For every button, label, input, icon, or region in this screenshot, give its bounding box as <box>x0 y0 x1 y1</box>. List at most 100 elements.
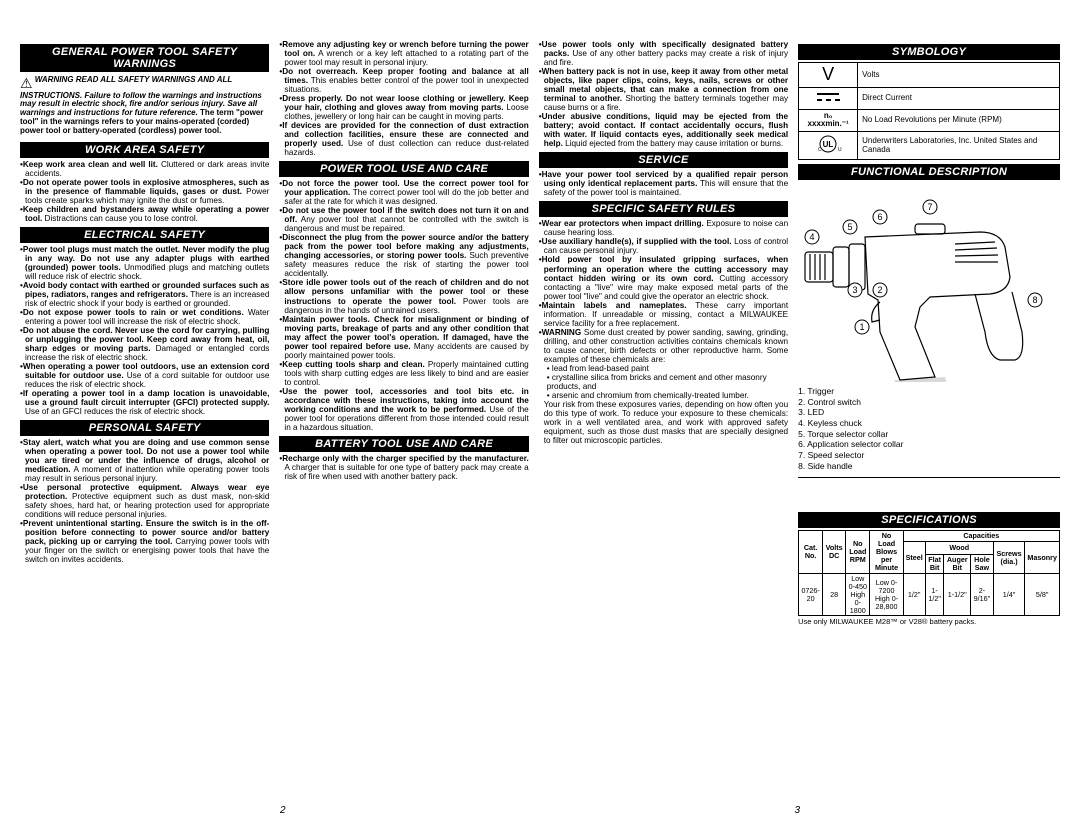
svg-text:UL: UL <box>823 140 834 149</box>
bullet-item: Do not force the power tool. Use the cor… <box>279 179 528 206</box>
heading-specs: SPECIFICATIONS <box>798 512 1060 528</box>
th-wood: Wood <box>925 542 993 555</box>
work-safety-list: Keep work area clean and well lit. Clutt… <box>20 160 269 223</box>
part-item: 3. LED <box>798 407 1060 418</box>
svg-text:3: 3 <box>852 285 857 295</box>
risk-text: Your risk from these exposures varies, d… <box>539 400 788 445</box>
spec-footnote: Use only MILWAUKEE M28™ or V28® battery … <box>798 618 1060 626</box>
battery-care-list: Recharge only with the charger specified… <box>279 454 528 481</box>
manual-page: GENERAL POWER TOOL SAFETY WARNINGS ⚠ WAR… <box>0 0 1080 834</box>
column-4: SYMBOLOGY VVoltsDirect Currentn₀ xxxxmin… <box>798 40 1060 627</box>
electrical-safety-list: Power tool plugs must match the outlet. … <box>20 245 269 416</box>
bullet-item: Maintain labels and nameplates. These ca… <box>539 301 788 328</box>
part-item: 8. Side handle <box>798 461 1060 472</box>
th-mason: Masonry <box>1025 542 1060 574</box>
bullet-item: Stay alert, watch what you are doing and… <box>20 438 269 483</box>
th-flat: Flat Bit <box>925 555 944 574</box>
heading-battery: BATTERY TOOL USE AND CARE <box>279 436 528 452</box>
drill-diagram: 12345678 <box>800 182 1060 382</box>
heading-specific: SPECIFIC SAFETY RULES <box>539 201 788 217</box>
bullet-item: Do not operate power tools in explosive … <box>20 178 269 205</box>
heading-funcdesc: FUNCTIONAL DESCRIPTION <box>798 164 1060 180</box>
svg-text:2: 2 <box>877 285 882 295</box>
part-item: 7. Speed selector <box>798 450 1060 461</box>
td-cat: 0726-20 <box>799 573 823 616</box>
th-rpm: No Load RPM <box>846 531 870 574</box>
bullet-item: Under abusive conditions, liquid may be … <box>539 112 788 148</box>
td-volts: 28 <box>823 573 846 616</box>
bullet-item: Do not overreach. Keep proper footing an… <box>279 67 528 94</box>
battery-care-list-2: Use power tools only with specifically d… <box>539 40 788 148</box>
th-cat: Cat. No. <box>799 531 823 574</box>
symbol-desc: Volts <box>858 63 1060 88</box>
symbol-cell: V <box>799 63 858 88</box>
heading-electrical: ELECTRICAL SAFETY <box>20 227 269 243</box>
bullet-item: Power tool plugs must match the outlet. … <box>20 245 269 281</box>
td-rpm: Low 0-450High 0-1800 <box>846 573 870 616</box>
part-list: 1. Trigger2. Control switch3. LED4. Keyl… <box>798 386 1060 471</box>
warning-box: ⚠ WARNING READ ALL SAFETY WARNINGS AND A… <box>20 74 269 137</box>
part-item: 1. Trigger <box>798 386 1060 397</box>
bullet-item: Have your power tool serviced by a quali… <box>539 170 788 197</box>
symbol-desc: No Load Revolutions per Minute (RPM) <box>858 109 1060 132</box>
bullet-item: Use personal protective equipment. Alway… <box>20 483 269 519</box>
chemical-sublist: lead from lead-based paintcrystalline si… <box>539 364 788 400</box>
th-hole: Hole Saw <box>971 555 994 574</box>
svg-text:US: US <box>838 147 842 153</box>
column-layout: GENERAL POWER TOOL SAFETY WARNINGS ⚠ WAR… <box>20 40 1060 627</box>
column-2: Remove any adjusting key or wrench befor… <box>279 40 528 627</box>
th-screw: Screws (dia.) <box>993 542 1025 574</box>
bullet-item: Keep children and bystanders away while … <box>20 205 269 223</box>
svg-text:7: 7 <box>927 202 932 212</box>
symbol-cell: n₀ xxxxmin.⁻¹ <box>799 109 858 132</box>
td-steel: 1/2" <box>903 573 925 616</box>
td-screw: 1/4" <box>993 573 1025 616</box>
svg-text:4: 4 <box>809 232 814 242</box>
th-bpm: No Load Blows per Minute <box>870 531 903 574</box>
warning-triangle-icon: ⚠ <box>20 76 33 91</box>
page-number-right: 3 <box>794 805 800 816</box>
heading-work: WORK AREA SAFETY <box>20 142 269 158</box>
column-3: Use power tools only with specifically d… <box>539 40 788 627</box>
part-item: 4. Keyless chuck <box>798 418 1060 429</box>
th-steel: Steel <box>903 542 925 574</box>
personal-safety-list: Stay alert, watch what you are doing and… <box>20 438 269 564</box>
td-auger: 1-1/2" <box>944 573 971 616</box>
bullet-item: When operating a power tool outdoors, us… <box>20 362 269 389</box>
bullet-item: Hold power tool by insulated gripping su… <box>539 255 788 300</box>
spec-table: Cat. No. Volts DC No Load RPM No Load Bl… <box>798 530 1060 616</box>
td-bpm: Low 0-7200High 0-28,800 <box>870 573 903 616</box>
chem-item: crystalline silica from bricks and cemen… <box>547 373 788 391</box>
svg-text:8: 8 <box>1032 295 1037 305</box>
heading-powertool: POWER TOOL USE AND CARE <box>279 161 528 177</box>
powertool-care-list: Do not force the power tool. Use the cor… <box>279 179 528 431</box>
th-volts: Volts DC <box>823 531 846 574</box>
part-item: 5. Torque selector collar <box>798 429 1060 440</box>
symbology-table: VVoltsDirect Currentn₀ xxxxmin.⁻¹No Load… <box>798 62 1060 160</box>
symbol-cell <box>799 87 858 109</box>
column-1: GENERAL POWER TOOL SAFETY WARNINGS ⚠ WAR… <box>20 40 269 627</box>
bullet-item: If devices are provided for the connecti… <box>279 121 528 157</box>
page-number-left: 2 <box>280 805 286 816</box>
bullet-item: Do not expose power tools to rain or wet… <box>20 308 269 326</box>
chem-item: arsenic and chromium from chemically-tre… <box>547 391 788 400</box>
bullet-item: If operating a power tool in a damp loca… <box>20 389 269 416</box>
bullet-item: Wear ear protectors when impact drilling… <box>539 219 788 237</box>
symbol-desc: Direct Current <box>858 87 1060 109</box>
bullet-item: Do not use the power tool if the switch … <box>279 206 528 233</box>
service-list: Have your power tool serviced by a quali… <box>539 170 788 197</box>
heading-general: GENERAL POWER TOOL SAFETY WARNINGS <box>20 44 269 72</box>
symbol-desc: Underwriters Laboratories, Inc. United S… <box>858 132 1060 160</box>
svg-text:6: 6 <box>877 212 882 222</box>
bullet-item: WARNING Some dust created by power sandi… <box>539 328 788 364</box>
bullet-item: Keep work area clean and well lit. Clutt… <box>20 160 269 178</box>
part-item: 6. Application selector collar <box>798 439 1060 450</box>
th-auger: Auger Bit <box>944 555 971 574</box>
specific-rules-list: Wear ear protectors when impact drilling… <box>539 219 788 363</box>
bullet-item: Do not abuse the cord. Never use the cor… <box>20 326 269 362</box>
bullet-item: Keep cutting tools sharp and clean. Prop… <box>279 360 528 387</box>
bullet-item: Dress properly. Do not wear loose clothi… <box>279 94 528 121</box>
bullet-item: When battery pack is not in use, keep it… <box>539 67 788 112</box>
bullet-item: Store idle power tools out of the reach … <box>279 278 528 314</box>
svg-text:C: C <box>818 147 822 153</box>
